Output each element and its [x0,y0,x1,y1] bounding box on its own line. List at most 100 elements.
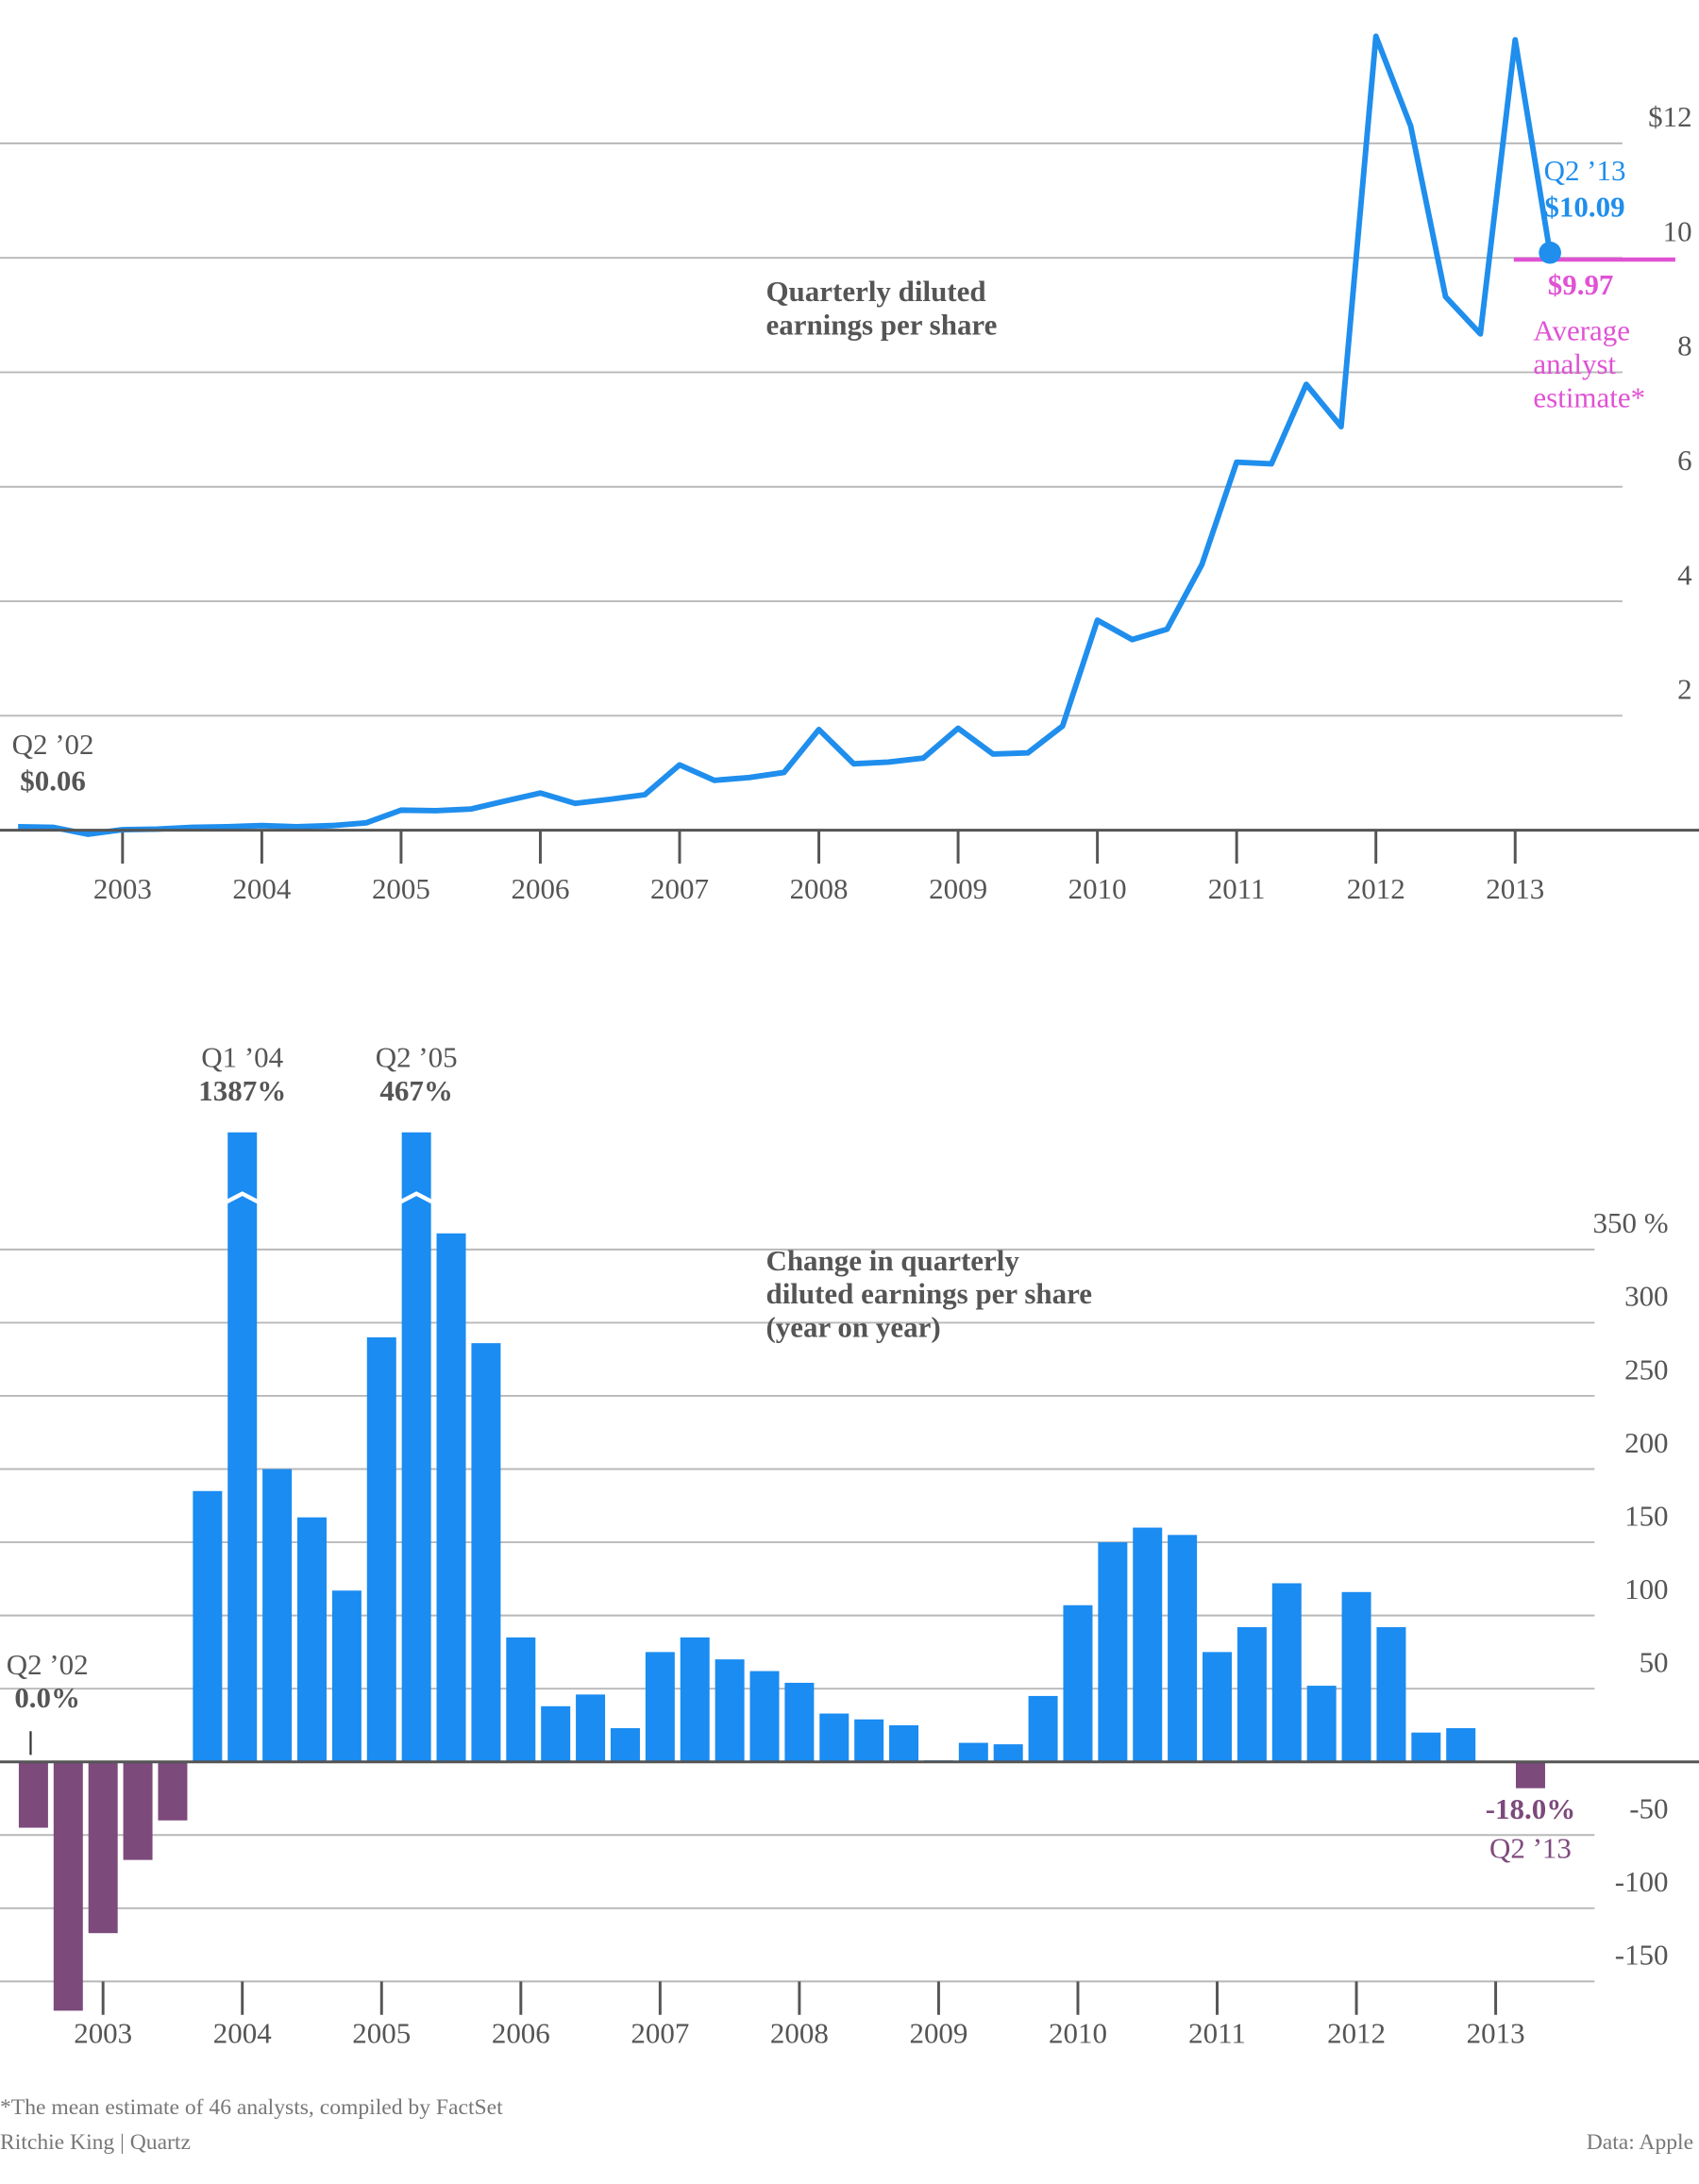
bar [158,1761,188,1821]
value-label: 1387% [198,1074,286,1107]
y-tick-label: 200 [1624,1426,1668,1459]
bar [645,1652,675,1762]
credit: Ritchie King | Quartz [0,2130,191,2155]
point-label: Q2 ’02 [12,728,94,761]
bar [1341,1591,1371,1762]
x-tick-label: 2004 [232,872,291,905]
y-tick-label: 300 [1624,1280,1668,1313]
bar [993,1744,1023,1762]
x-tick-label: 2008 [770,2017,829,2050]
x-tick-label: 2013 [1486,872,1544,905]
bar [193,1490,223,1762]
y-tick-label: 350 % [1593,1206,1669,1239]
x-tick-label: 2003 [74,2017,132,2050]
estimate-value-label: $9.97 [1548,268,1614,301]
point-label: Q2 ’13 [1544,154,1626,187]
bar [889,1724,919,1762]
estimate-label: analyst [1533,347,1616,380]
x-tick-label: 2011 [1208,872,1266,905]
x-tick-label: 2012 [1327,2017,1386,2050]
bar [1446,1728,1476,1762]
end-point [1539,241,1561,264]
chart-title: Quarterly diluted [765,275,985,308]
bar [1515,1761,1545,1789]
point-label: Q2 ’05 [376,1040,458,1073]
x-tick-label: 2010 [1068,872,1127,905]
bar [854,1719,884,1762]
x-tick-label: 2011 [1188,2017,1246,2050]
bar [819,1713,850,1762]
bar [1133,1527,1163,1762]
x-tick-label: 2013 [1467,2017,1525,2050]
bar [1306,1686,1337,1762]
bar [1411,1732,1441,1762]
bar [1236,1627,1267,1762]
value-label: -18.0% [1486,1792,1575,1825]
bar [541,1705,571,1762]
x-tick-label: 2003 [93,872,152,905]
x-tick-label: 2008 [790,872,849,905]
bar [123,1761,153,1860]
bar [401,1132,431,1762]
y-tick-label: -50 [1629,1792,1668,1825]
point-label: Q2 ’13 [1489,1831,1572,1864]
bar [576,1694,606,1762]
chart-title: Change in quarterly [765,1244,1019,1277]
bar [53,1761,83,2011]
x-tick-label: 2006 [511,872,569,905]
bar [331,1590,362,1762]
bar [297,1517,327,1762]
estimate-label: Average [1533,314,1630,347]
y-tick-label: -150 [1615,1939,1669,1972]
y-tick-label: 8 [1677,329,1691,362]
point-label: Q2 ’02 [7,1648,89,1681]
y-tick-label: 250 [1624,1352,1668,1386]
value-label: 467% [379,1074,452,1107]
bar [262,1469,293,1762]
eps-line [18,33,1554,837]
footnote: *The mean estimate of 46 analysts, compi… [0,2095,503,2120]
x-tick-label: 2009 [929,872,987,905]
chart-title: earnings per share [765,308,997,341]
bar [610,1728,640,1762]
x-tick-label: 2005 [352,2017,411,2050]
x-tick-label: 2007 [631,2017,689,2050]
y-tick-label: 150 [1624,1499,1668,1532]
y-tick-label: 10 [1663,214,1692,247]
bar [18,1761,48,1828]
bar [715,1659,745,1762]
bar [1028,1695,1058,1762]
y-tick-label: -100 [1615,1865,1669,1898]
estimate-label: estimate* [1533,380,1645,413]
bar [1098,1542,1128,1762]
y-tick-label: 2 [1677,673,1691,706]
x-tick-label: 2012 [1347,872,1405,905]
bar [506,1637,536,1762]
bar [1168,1535,1198,1762]
value-label: $0.06 [20,764,86,798]
y-tick-label: 4 [1677,558,1691,591]
bar [1271,1583,1302,1762]
y-tick-label: 50 [1640,1645,1669,1678]
value-label: 0.0% [14,1681,80,1714]
bar [1376,1627,1406,1762]
bar [471,1343,501,1762]
bar [88,1761,118,1934]
source: Data: Apple [1587,2130,1693,2155]
x-tick-label: 2004 [213,2017,272,2050]
chart-title: diluted earnings per share [765,1277,1092,1310]
bar [366,1336,396,1762]
break-mark [225,1191,260,1204]
x-tick-label: 2010 [1049,2017,1107,2050]
bar [958,1742,988,1762]
bar [436,1233,466,1762]
x-tick-label: 2006 [492,2017,550,2050]
bar [1063,1604,1093,1762]
bars [18,1132,1545,2011]
value-label: $10.09 [1544,190,1624,223]
point-label: Q1 ’04 [201,1040,283,1073]
bar [680,1637,710,1762]
x-tick-label: 2007 [650,872,709,905]
